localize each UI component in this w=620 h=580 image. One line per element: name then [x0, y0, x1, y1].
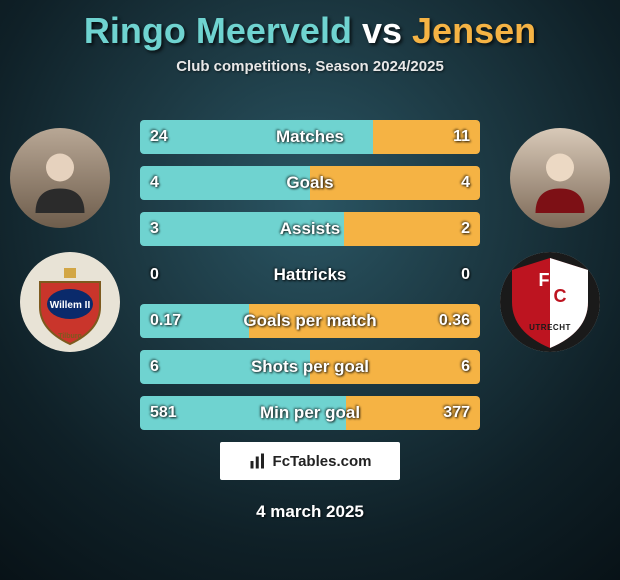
player2-avatar: [510, 128, 610, 228]
stat-label: Min per goal: [198, 403, 422, 423]
stat-row: 0Hattricks0: [140, 258, 480, 292]
player2-name: Jensen: [412, 10, 536, 51]
player1-avatar: [10, 128, 110, 228]
stat-value-right: 11: [422, 128, 480, 146]
stat-label: Hattricks: [198, 265, 422, 285]
player1-name: Ringo Meerveld: [84, 10, 352, 51]
svg-text:F: F: [539, 270, 550, 290]
player1-club-badge: Willem II Tilburg: [20, 252, 120, 352]
stat-row: 6Shots per goal6: [140, 350, 480, 384]
stat-value-right: 377: [422, 404, 480, 422]
page-title: Ringo Meerveld vs Jensen: [0, 0, 620, 52]
player2-club-badge: F C UTRECHT: [500, 252, 600, 352]
stat-row: 3Assists2: [140, 212, 480, 246]
person-icon: [525, 143, 595, 213]
club-left-sub: Tilburg: [58, 333, 82, 340]
stat-label: Goals: [198, 173, 422, 193]
stat-value-right: 6: [422, 358, 480, 376]
stat-row: 4Goals4: [140, 166, 480, 200]
stat-value-left: 6: [140, 358, 198, 376]
brand-box[interactable]: FcTables.com: [220, 442, 400, 480]
stat-value-left: 24: [140, 128, 198, 146]
stat-label: Goals per match: [198, 311, 422, 331]
stat-value-left: 0.17: [140, 312, 198, 330]
svg-text:C: C: [554, 286, 567, 306]
brand-text: FcTables.com: [273, 453, 372, 470]
stat-value-left: 4: [140, 174, 198, 192]
person-icon: [25, 143, 95, 213]
stat-label: Matches: [198, 127, 422, 147]
stat-value-right: 0: [422, 266, 480, 284]
stat-value-right: 4: [422, 174, 480, 192]
vs-text: vs: [362, 10, 402, 51]
stat-value-right: 0.36: [422, 312, 480, 330]
stat-row: 24Matches11: [140, 120, 480, 154]
club-left-name: Willem II: [50, 300, 91, 311]
date-text: 4 march 2025: [0, 502, 620, 522]
stat-value-left: 3: [140, 220, 198, 238]
barchart-icon: [249, 452, 267, 470]
stat-value-left: 0: [140, 266, 198, 284]
stat-value-left: 581: [140, 404, 198, 422]
stats-container: 24Matches114Goals43Assists20Hattricks00.…: [140, 120, 480, 442]
stat-value-right: 2: [422, 220, 480, 238]
club-right-name: UTRECHT: [529, 323, 571, 332]
stat-row: 581Min per goal377: [140, 396, 480, 430]
stat-label: Shots per goal: [198, 357, 422, 377]
stat-label: Assists: [198, 219, 422, 239]
stat-row: 0.17Goals per match0.36: [140, 304, 480, 338]
subtitle: Club competitions, Season 2024/2025: [0, 58, 620, 75]
